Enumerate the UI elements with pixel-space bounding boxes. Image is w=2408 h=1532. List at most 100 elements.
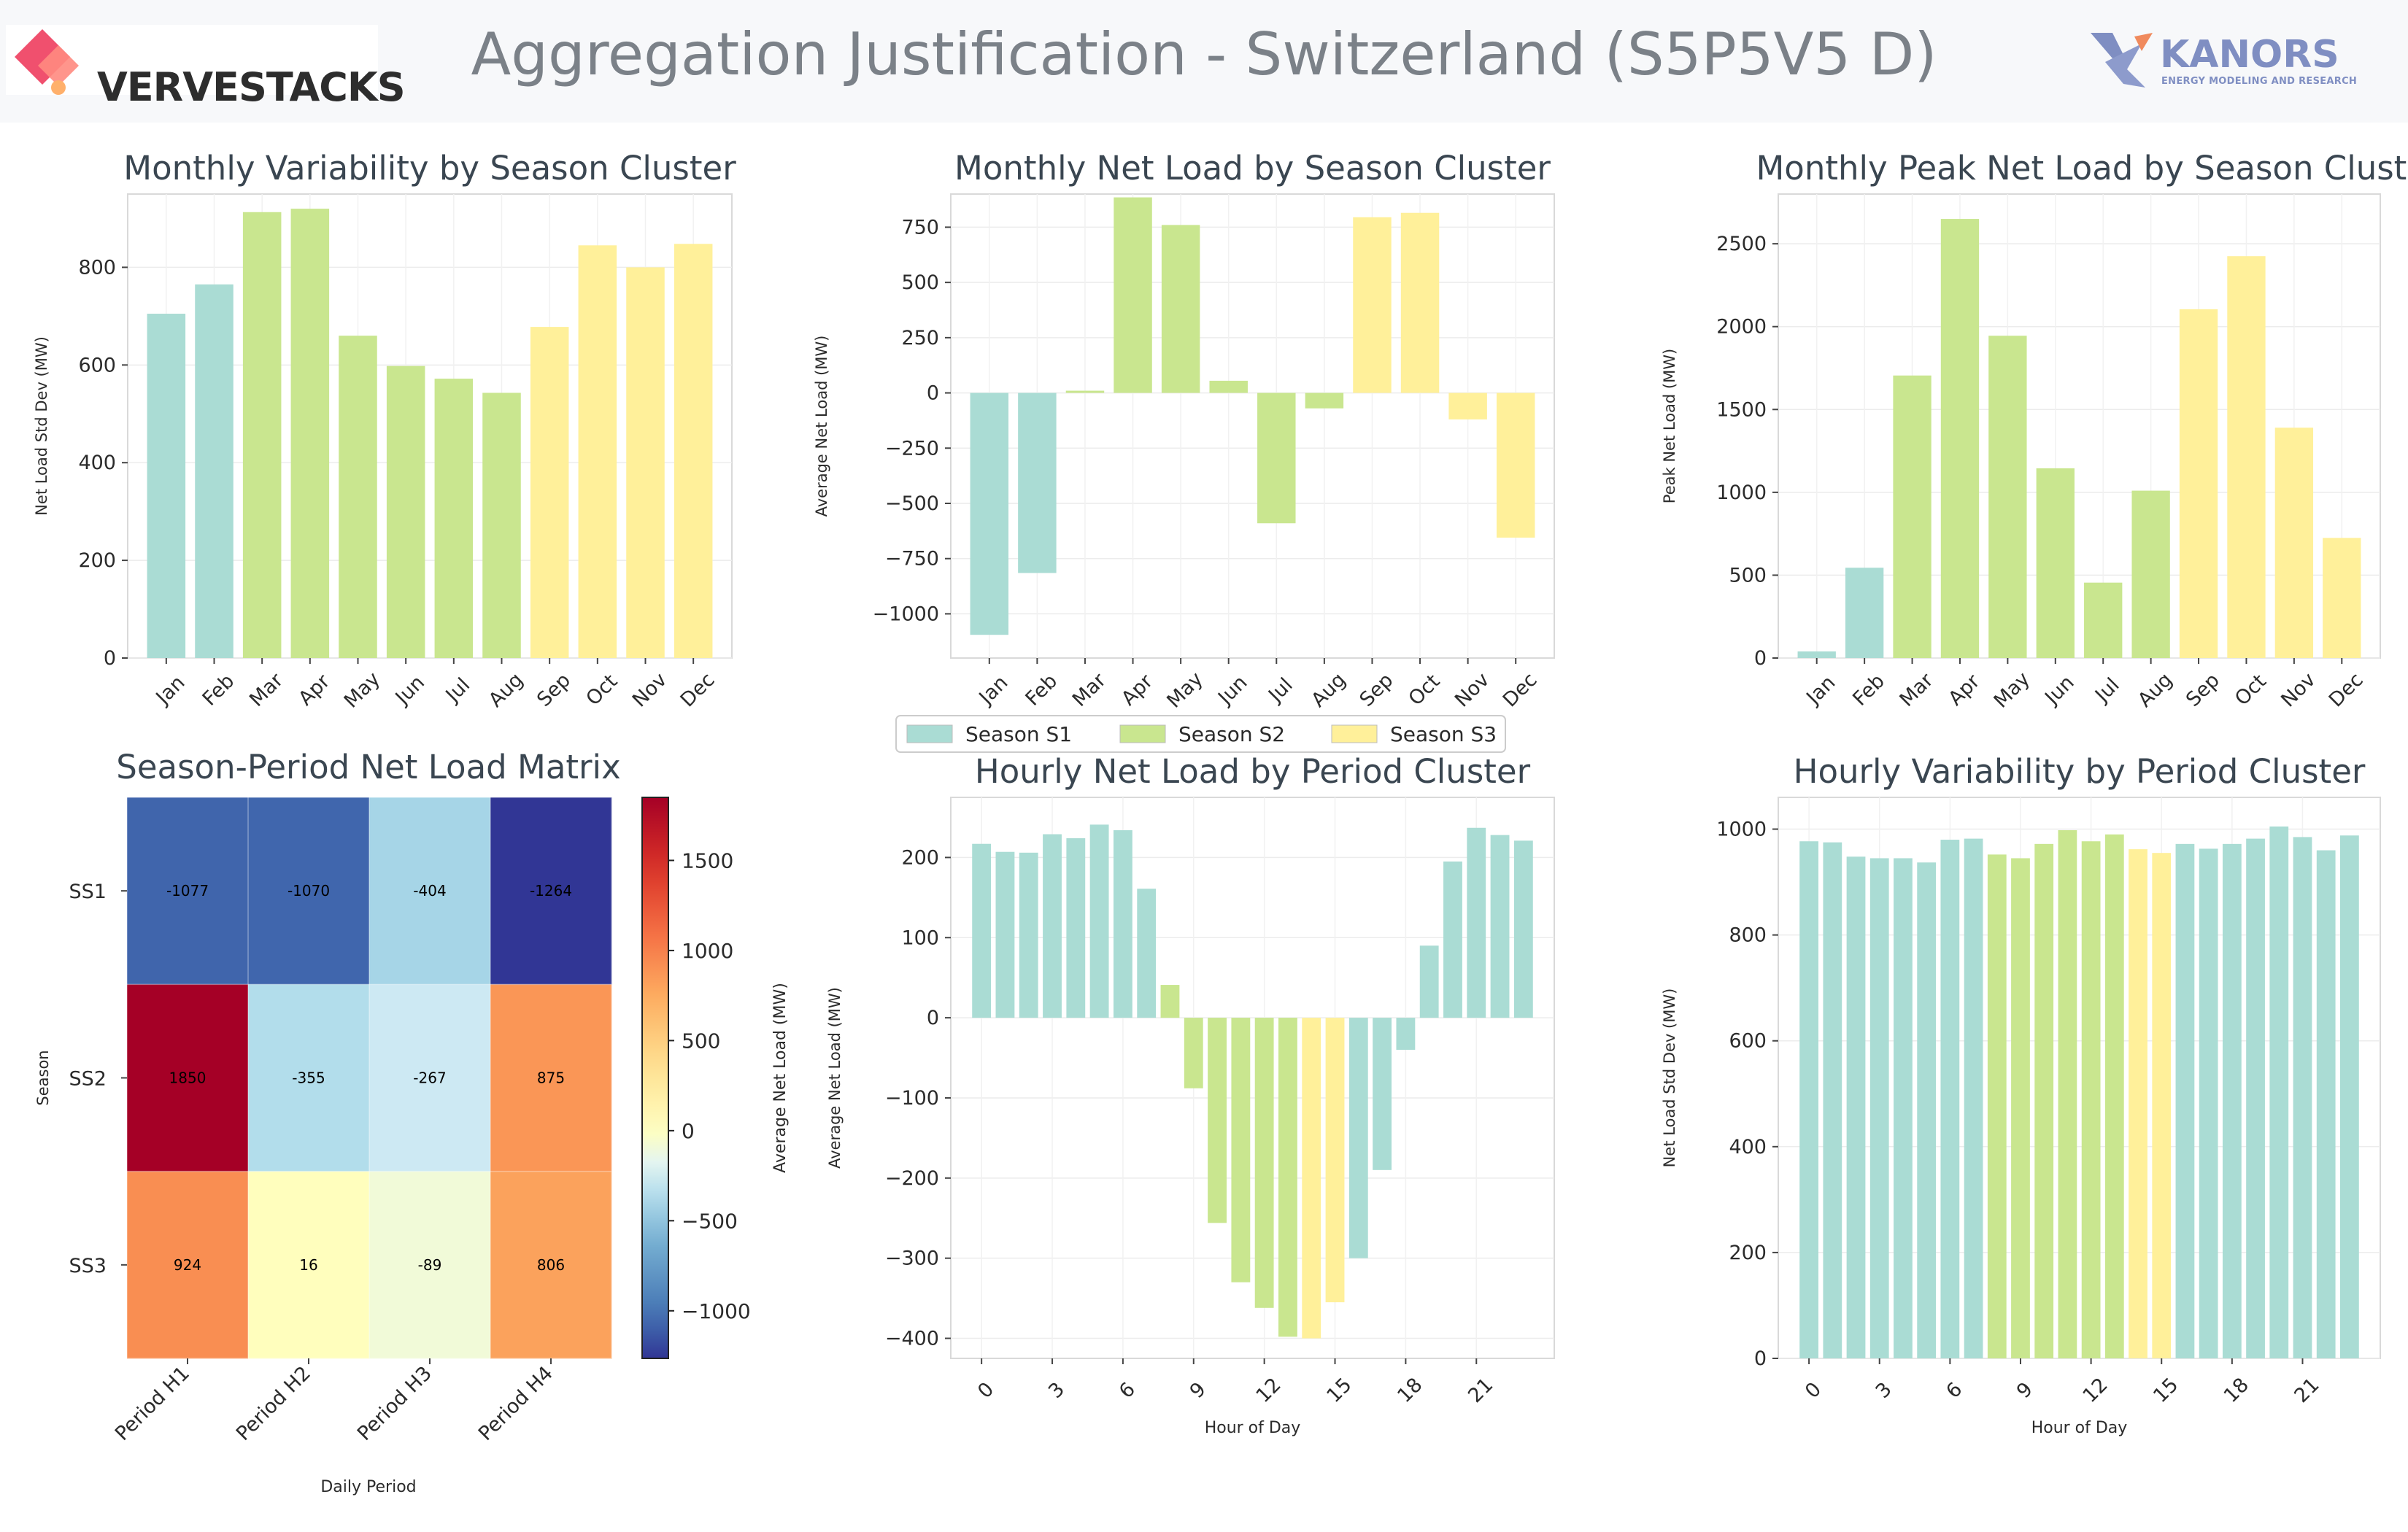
bar (2129, 849, 2147, 1358)
colorbar-label: Average Net Load (MW) (771, 983, 790, 1173)
bar (1184, 1018, 1203, 1088)
bar (1278, 1018, 1297, 1337)
x-axis-label: Hour of Day (2031, 1419, 2128, 1437)
y-tick-label: −300 (885, 1247, 939, 1270)
bar (2274, 428, 2314, 658)
legend-label: Season S2 (1178, 722, 1285, 746)
chart-season_period_matrix: -1077 -1070 -404 -1264 1850 -355 -267 875 924 16 -… (34, 748, 790, 1496)
bar (2081, 841, 2101, 1358)
bar (578, 245, 617, 658)
y-tick-label: 2000 (1716, 316, 1767, 338)
y-axis-label: Season (34, 1050, 52, 1105)
vervestacks-logo: VERVESTACKS (6, 25, 406, 110)
bar (1019, 852, 1038, 1018)
x-tick-label: Jan (151, 671, 190, 710)
bar (1496, 392, 1535, 538)
x-tick-label: 15 (2149, 1374, 2183, 1407)
bar (2179, 309, 2218, 658)
x-tick-label: Mar (245, 668, 288, 711)
y-axis-label: Net Load Std Dev (MW) (1661, 989, 1678, 1168)
bar (1490, 835, 1510, 1018)
heatmap-cell (490, 984, 612, 1172)
heatmap-value-label: -1077 (166, 882, 209, 900)
x-tick-label: Dec (1499, 669, 1542, 712)
bar (1799, 841, 1818, 1358)
bar (1114, 197, 1152, 393)
bar (386, 365, 425, 658)
heatmap-value-label: -1264 (530, 882, 572, 900)
bar (1089, 824, 1109, 1018)
bar (1846, 856, 1866, 1358)
bar (1940, 219, 1980, 659)
bar (2036, 468, 2075, 658)
bar (1893, 375, 1932, 658)
y-tick-label: 0 (104, 647, 116, 670)
x-tick-label: Jul (1263, 674, 1297, 708)
x-tick-label: Oct (1405, 670, 1445, 711)
chart-title: Season-Period Net Load Matrix (116, 748, 620, 786)
kanors-logo-icon (2091, 33, 2153, 88)
x-tick-label: 12 (2078, 1374, 2112, 1407)
x-axis-label: Hour of Day (1205, 1419, 1301, 1437)
bar (1113, 830, 1132, 1018)
heatmap-value-label: 924 (174, 1256, 201, 1274)
bar (2152, 853, 2172, 1358)
plot-area (950, 797, 1555, 1359)
y-tick-label: 500 (901, 271, 939, 294)
bar (674, 244, 713, 658)
vervestacks-wordmark: VERVESTACKS (97, 64, 406, 110)
chart-monthly_peak_net_load: 0 500 1000 1500 2000 2500 Jan Feb Mar Apr May Jun Ju… (1661, 149, 2408, 713)
y-tick-label: SS2 (69, 1068, 107, 1091)
bar (1257, 392, 1296, 524)
heatmap-cell (490, 1171, 612, 1359)
heatmap-value-label: 806 (537, 1256, 565, 1274)
heatmap-value-label: -355 (292, 1069, 325, 1087)
heatmap-cell (127, 984, 249, 1172)
bar (2011, 858, 2030, 1358)
x-tick-label: Aug (2134, 668, 2177, 711)
chart-hourly_variability: 0 200 400 600 800 1000 0 3 6 9 12 15 18 21 Hourly Vari… (1661, 752, 2381, 1437)
x-tick-label: Apr (1117, 670, 1158, 711)
x-tick-label: Period H3 (353, 1362, 436, 1445)
bar (2104, 834, 2124, 1358)
bar (1419, 945, 1439, 1018)
chart-hourly_net_load: −400 −300 −200 −100 0 100 200 0 3 6 9 12 15 18 21 Hourl… (826, 752, 1555, 1437)
y-axis-label: Average Net Load (MW) (813, 336, 830, 517)
x-tick-label: May (1162, 668, 1207, 712)
x-tick-label: Dec (676, 669, 719, 712)
chart-title: Monthly Net Load by Season Cluster (954, 149, 1551, 187)
y-tick-label: −100 (885, 1087, 939, 1110)
y-tick-label: 1500 (1716, 398, 1767, 421)
x-tick-label: Jun (390, 671, 429, 710)
y-axis-label: Net Load Std Dev (MW) (33, 336, 50, 516)
bar (339, 336, 377, 658)
heatmap-value-label: 875 (537, 1069, 565, 1087)
x-tick-label: 3 (1044, 1378, 1069, 1403)
bar (1305, 392, 1344, 409)
bar (2316, 850, 2336, 1358)
bar (2227, 256, 2266, 658)
x-tick-label: Period H1 (111, 1362, 194, 1445)
bar (2269, 826, 2289, 1358)
x-tick-label: 12 (1252, 1374, 1286, 1407)
y-tick-label: SS1 (69, 881, 107, 903)
y-tick-label: 0 (1754, 1347, 1767, 1370)
vervestacks-logo-icon (15, 29, 79, 95)
x-tick-label: 21 (2290, 1374, 2323, 1407)
y-tick-label: 1000 (1716, 481, 1767, 504)
heatmap-cell (369, 797, 491, 985)
heatmap-value-label: -89 (418, 1256, 442, 1274)
bar (1231, 1018, 1251, 1283)
chart-title: Hourly Net Load by Period Cluster (975, 752, 1531, 791)
x-axis-label: Daily Period (320, 1478, 416, 1496)
x-tick-label: Nov (628, 668, 671, 711)
bar (2034, 843, 2054, 1358)
heatmap-cell (490, 797, 612, 985)
y-tick-label: 100 (901, 926, 939, 949)
y-tick-label: −500 (885, 492, 939, 515)
bar (147, 314, 186, 658)
legend-swatch (1119, 724, 1166, 743)
x-tick-label: May (1990, 668, 2034, 712)
bar (1161, 225, 1200, 393)
